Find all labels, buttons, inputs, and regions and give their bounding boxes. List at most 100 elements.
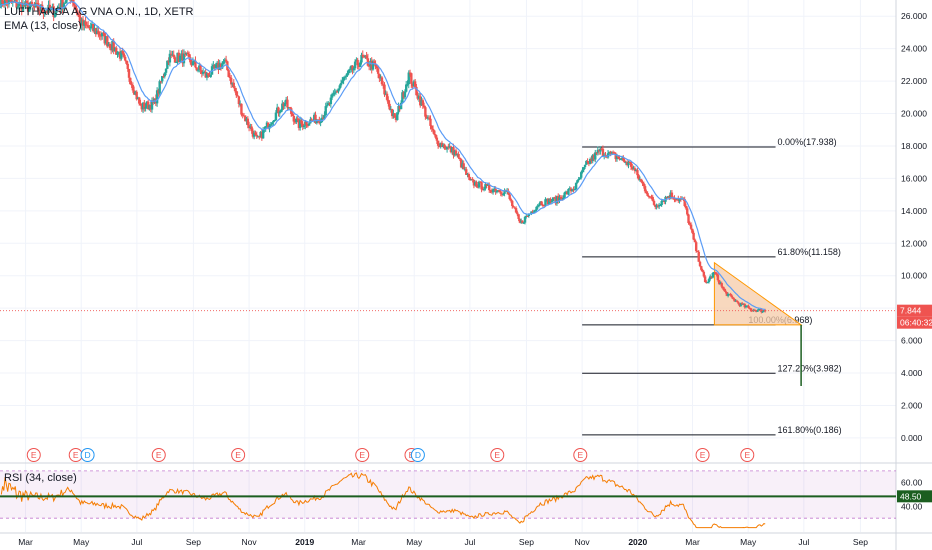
candle-body — [628, 162, 631, 164]
candle-body — [461, 163, 464, 168]
candle-body — [554, 197, 557, 204]
rsi-panel: 60.00 40.00 — [0, 470, 923, 529]
candle-body — [627, 162, 630, 166]
earnings-marker[interactable] — [573, 448, 588, 462]
candle-body — [517, 214, 520, 219]
earnings-marker[interactable] — [740, 448, 755, 462]
candle-body — [77, 14, 81, 18]
candle-body — [61, 0, 64, 9]
time-axis[interactable]: Mar May Jul Sep Nov 2019 Mar May Jul Sep Nov 2020 Ma… — [18, 537, 868, 547]
candle-body — [693, 239, 697, 243]
dividend-marker[interactable] — [80, 448, 95, 462]
candle-body — [480, 182, 483, 190]
candle-body — [310, 119, 313, 121]
candle-body — [447, 146, 450, 148]
candle-body — [730, 295, 734, 298]
rsi-legend[interactable]: RSI (34, close) — [4, 472, 77, 484]
candle-body — [390, 109, 394, 117]
candle-body — [222, 61, 225, 64]
earnings-marker[interactable] — [490, 448, 505, 462]
candle-body — [463, 169, 467, 171]
candle-body — [195, 67, 198, 71]
candle-body — [328, 103, 331, 105]
candle-body — [74, 5, 77, 9]
candle-body — [272, 120, 275, 123]
fibonacci-extension[interactable]: 0.00%(17.938)61.80%(11.158)100.00%(6.968… — [582, 137, 842, 436]
event-marker-label: E — [359, 450, 365, 460]
candle-body — [500, 193, 504, 195]
candle-body — [237, 96, 241, 105]
candle-body — [98, 34, 101, 36]
candle-body — [643, 186, 647, 192]
earnings-marker[interactable] — [26, 448, 41, 462]
candle-body — [184, 53, 187, 55]
earnings-marker[interactable] — [695, 448, 710, 462]
candle-body — [150, 100, 154, 110]
candle-body — [652, 200, 656, 205]
candle-body — [573, 189, 577, 191]
candle-body — [521, 220, 524, 224]
candle-body — [144, 107, 147, 109]
price-axis[interactable]: 26.000 24.000 22.000 20.000 18.000 16.000 14.0… — [901, 11, 927, 443]
candle-body — [384, 93, 387, 95]
earnings-marker[interactable] — [231, 448, 246, 462]
candle-body — [55, 8, 58, 14]
symbol-title[interactable]: LUFTHANSA AG VNA O.N., 1D, XETR — [4, 6, 194, 18]
candle-body — [51, 6, 54, 8]
candle-body — [537, 205, 541, 207]
candle-body — [323, 115, 326, 119]
price-tick-label: 0.000 — [901, 433, 923, 443]
time-tick-label: Sep — [186, 537, 201, 547]
candle-body — [355, 59, 358, 62]
candle-body — [260, 131, 264, 139]
earnings-marker[interactable] — [151, 448, 166, 462]
time-tick-label: 2019 — [295, 537, 314, 547]
candle-body — [25, 1, 29, 3]
candle-body — [546, 198, 550, 205]
candle-body — [684, 206, 688, 209]
event-markers[interactable]: EEDEEEEDEEEE — [26, 448, 755, 462]
candle-body — [468, 177, 472, 180]
candle-body — [376, 68, 380, 74]
time-tick-label: Jul — [131, 537, 142, 547]
candle-body — [748, 307, 752, 309]
event-marker-label: E — [156, 450, 162, 460]
candle-body — [230, 77, 233, 85]
candle-body — [645, 191, 648, 194]
candle-body — [219, 63, 223, 69]
candle-body — [200, 70, 204, 74]
candle-body — [106, 36, 109, 47]
candle-body — [688, 223, 691, 225]
ema-line — [0, 1, 766, 311]
earnings-marker[interactable] — [355, 448, 370, 462]
candle-body — [540, 201, 543, 205]
candle-body — [408, 72, 412, 74]
candle-body — [17, 2, 21, 7]
candle-body — [175, 61, 178, 63]
candle-body — [191, 61, 195, 66]
candle-body — [301, 123, 304, 127]
candle-body — [619, 158, 623, 160]
triangle-pattern[interactable] — [713, 261, 803, 386]
dividend-marker[interactable] — [410, 448, 425, 462]
candle-body — [53, 13, 57, 17]
candle-body — [85, 24, 89, 26]
candle-body — [3, 0, 7, 5]
candle-body — [343, 76, 347, 78]
candle-body — [198, 65, 201, 70]
candle-body — [412, 81, 416, 87]
candle-body — [733, 298, 736, 302]
descending-triangle[interactable] — [713, 261, 803, 326]
ema-legend[interactable]: EMA (13, close) — [4, 20, 82, 32]
candle-body — [410, 73, 413, 84]
candle-body — [362, 56, 366, 58]
candle-body — [405, 84, 408, 92]
candle-body — [629, 162, 633, 167]
candle-body — [28, 6, 31, 12]
candle-body — [81, 19, 85, 26]
candle-body — [320, 117, 324, 123]
candle-body — [519, 220, 523, 223]
candle-body — [698, 261, 702, 267]
candle-body — [401, 92, 404, 103]
